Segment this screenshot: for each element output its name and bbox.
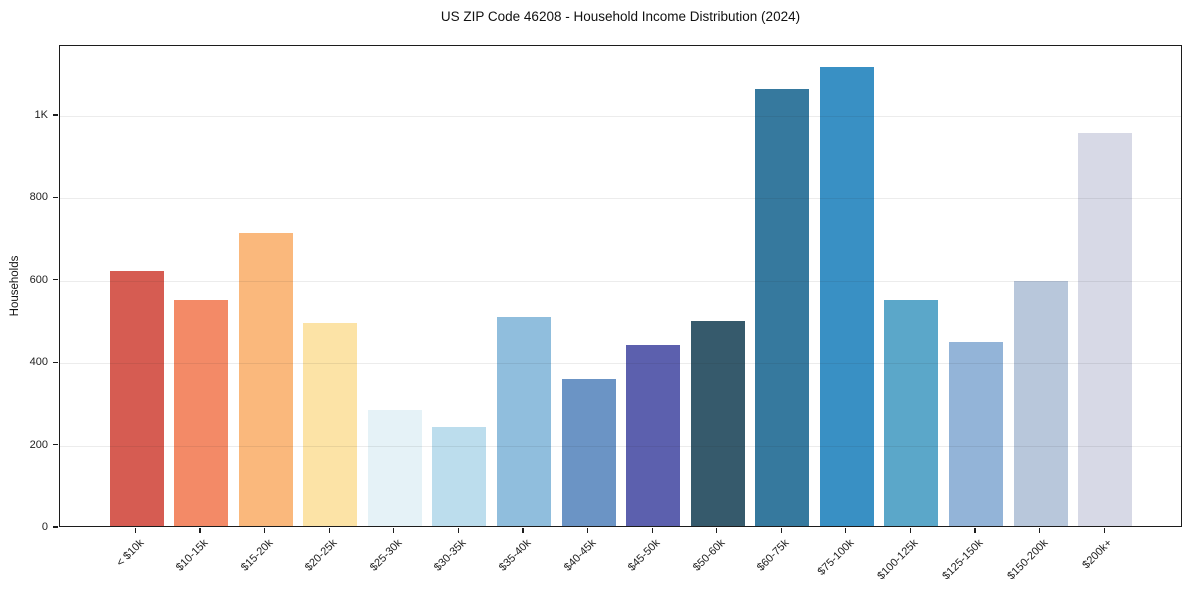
bar-60-75k	[755, 89, 810, 526]
bar-45-50k	[626, 345, 681, 526]
bar-10-15k	[174, 300, 229, 526]
x-tick-mark-4	[393, 528, 395, 533]
bar-15-20k	[238, 233, 293, 526]
y-tick-mark-400	[53, 361, 58, 363]
x-tick-mark-13	[974, 528, 976, 533]
x-tick-mark-12	[909, 528, 912, 533]
gridline-y-800	[60, 198, 1181, 200]
x-tick-label-0: < $10k	[113, 537, 146, 570]
gridline-y-1000	[60, 116, 1181, 118]
bar-100-125k	[884, 300, 939, 526]
x-tick-mark-15	[1103, 528, 1105, 533]
x-tick-mark-5	[457, 528, 459, 533]
x-tick-mark-8	[651, 528, 653, 533]
x-tick-mark-3	[328, 528, 330, 533]
y-tick-mark-600	[53, 279, 58, 281]
bar-30-35k	[432, 426, 487, 526]
bar-50-60k	[690, 320, 745, 526]
gridline-y-400	[60, 363, 1181, 365]
bar-75-100k	[819, 67, 874, 526]
x-tick-mark-1	[199, 528, 201, 533]
chart-title: US ZIP Code 46208 - Household Income Dis…	[440, 9, 801, 24]
x-tick-mark-14	[1039, 528, 1041, 533]
y-tick-mark-1000	[53, 114, 58, 116]
y-axis-label: Households	[9, 255, 21, 317]
x-tick-mark-7	[586, 528, 589, 533]
y-tick-label-0: 0	[41, 521, 48, 533]
x-tick-mark-6	[522, 528, 524, 533]
bar-35-40k	[496, 317, 551, 526]
bar-40-45k	[561, 378, 616, 526]
bar-125-150k	[949, 341, 1004, 526]
bar-20-25k	[303, 322, 358, 526]
y-tick-mark-0	[53, 526, 58, 528]
y-tick-label-1000: 1K	[34, 109, 48, 122]
y-tick-label-200: 200	[29, 438, 48, 451]
bar-150-200k	[1013, 281, 1068, 526]
y-tick-mark-200	[53, 444, 58, 446]
gridline-y-200	[60, 445, 1181, 447]
plot-area	[59, 45, 1182, 527]
y-tick-label-400: 400	[29, 356, 48, 369]
x-tick-mark-11	[845, 528, 847, 533]
x-tick-mark-0	[134, 528, 137, 533]
x-tick-mark-10	[780, 528, 782, 533]
x-tick-mark-9	[716, 528, 718, 533]
x-tick-mark-2	[264, 528, 266, 533]
y-tick-label-800: 800	[29, 191, 48, 204]
bar-200k	[1078, 133, 1133, 526]
bar-10k	[109, 271, 164, 526]
bar-25-30k	[367, 409, 422, 526]
y-tick-label-600: 600	[29, 273, 48, 286]
y-tick-mark-800	[53, 196, 58, 198]
gridline-y-600	[60, 280, 1181, 282]
